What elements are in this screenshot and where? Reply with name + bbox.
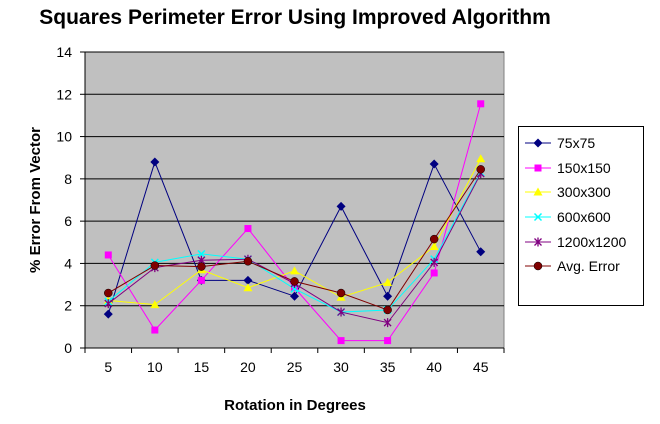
legend-marker xyxy=(533,138,543,148)
chart-title: Squares Perimeter Error Using Improved A… xyxy=(39,6,551,29)
data-point xyxy=(197,249,206,258)
legend-symbol xyxy=(525,187,551,196)
data-point xyxy=(429,242,439,251)
axes xyxy=(84,52,504,349)
y-tick-label: 14 xyxy=(56,44,72,60)
y-tick-label: 6 xyxy=(64,213,72,229)
data-point xyxy=(383,318,392,328)
x-tick-label: 10 xyxy=(147,359,163,375)
data-point xyxy=(104,288,113,298)
y-axis-ticks: 0 2 4 6 8 10 12 14 xyxy=(56,44,85,356)
data-point xyxy=(476,154,486,163)
legend-item: 600x600 xyxy=(519,205,643,230)
data-point xyxy=(476,165,485,174)
legend-symbol xyxy=(525,138,551,148)
legend-marker xyxy=(533,187,543,196)
legend-label: 1200x1200 xyxy=(557,233,627,250)
data-point xyxy=(429,159,439,169)
legend-marker xyxy=(534,237,542,247)
y-tick-label: 4 xyxy=(64,255,72,271)
data-point xyxy=(336,288,346,298)
x-tick-label: 5 xyxy=(104,359,112,375)
legend-label: 150x150 xyxy=(557,159,611,176)
legend: 75x75 150x150 300x300 600x600 1200x1200 Avg. … xyxy=(518,126,644,306)
data-point xyxy=(290,266,299,275)
legend-item: 75x75 xyxy=(519,131,643,156)
data-point xyxy=(383,291,393,301)
data-point xyxy=(429,234,439,244)
series-layer xyxy=(103,100,486,345)
x-tick-label: 35 xyxy=(380,359,396,375)
data-point xyxy=(477,100,485,108)
x-tick-label: 40 xyxy=(426,359,442,375)
data-point xyxy=(336,201,346,211)
legend-symbol xyxy=(525,164,551,172)
x-tick-label: 20 xyxy=(240,359,256,375)
y-tick-label: 10 xyxy=(56,129,72,145)
data-point xyxy=(150,261,160,270)
data-point xyxy=(430,257,439,267)
legend-symbol xyxy=(525,262,551,271)
legend-item: 300x300 xyxy=(519,180,643,205)
data-point xyxy=(243,257,253,266)
x-tick-label: 45 xyxy=(473,359,489,375)
x-tick-label: 15 xyxy=(194,359,210,375)
legend-label: Avg. Error xyxy=(557,258,620,275)
data-point xyxy=(430,269,438,277)
legend-marker xyxy=(533,213,543,222)
series-avg-error xyxy=(104,165,485,315)
data-point xyxy=(384,337,392,345)
legend-symbol xyxy=(525,213,551,222)
y-tick-label: 0 xyxy=(64,340,72,356)
y-tick-label: 12 xyxy=(56,86,72,102)
x-tick-label: 25 xyxy=(287,359,303,375)
data-point xyxy=(151,326,159,334)
data-point xyxy=(150,157,160,167)
data-point xyxy=(383,277,393,286)
legend-item: 1200x1200 xyxy=(519,229,643,254)
data-point xyxy=(290,277,299,286)
x-axis-title: Rotation in Degrees xyxy=(224,397,366,414)
legend-label: 300x300 xyxy=(557,184,611,201)
series-75x75 xyxy=(103,157,486,319)
legend-marker xyxy=(533,262,543,271)
legend-item: 150x150 xyxy=(519,156,643,181)
legend-label: 75x75 xyxy=(557,135,596,152)
y-tick-label: 2 xyxy=(64,298,72,314)
data-point xyxy=(243,283,253,292)
data-point xyxy=(197,262,206,271)
data-point xyxy=(104,251,112,259)
data-point xyxy=(383,305,392,315)
y-axis-title: % Error From Vector xyxy=(27,127,44,273)
data-point xyxy=(104,299,113,309)
legend-marker xyxy=(534,164,542,172)
data-point xyxy=(103,309,113,319)
data-point xyxy=(150,300,160,309)
legend-item: Avg. Error xyxy=(519,254,643,279)
data-point xyxy=(197,276,205,284)
data-point xyxy=(244,225,252,233)
data-point xyxy=(337,337,345,345)
legend-symbol xyxy=(525,237,551,247)
y-tick-label: 8 xyxy=(64,171,72,187)
legend-label: 600x600 xyxy=(557,209,611,226)
x-axis-ticks: 5 10 15 20 25 30 35 40 45 xyxy=(84,348,505,375)
data-point xyxy=(476,247,486,257)
data-point xyxy=(243,275,253,285)
data-point xyxy=(290,291,299,301)
data-point xyxy=(337,307,346,317)
x-tick-label: 30 xyxy=(333,359,349,375)
